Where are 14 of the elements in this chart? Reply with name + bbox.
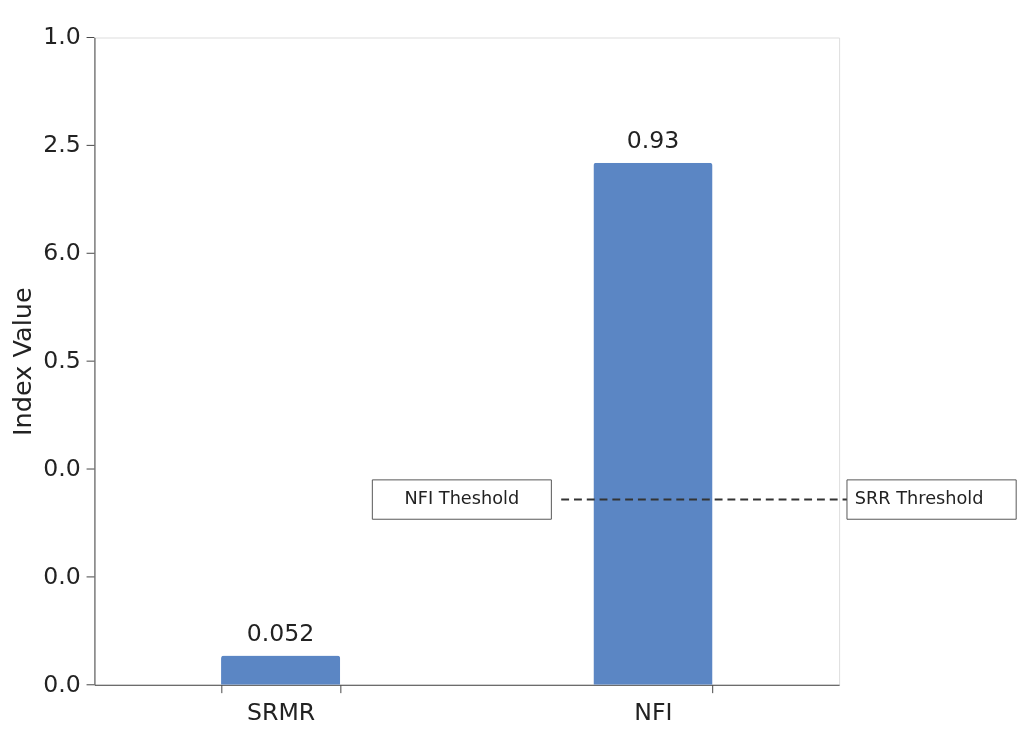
x-tick-label: SRMR bbox=[247, 697, 316, 726]
data-label: 0.93 bbox=[626, 126, 680, 155]
text: 0.5 bbox=[43, 346, 81, 375]
text: 6.0 bbox=[43, 238, 81, 267]
data-label: 0.052 bbox=[246, 618, 315, 647]
text: SRR Threshold bbox=[854, 488, 984, 509]
ref-line-label: NFI Theshold bbox=[404, 488, 520, 509]
text: 0.0 bbox=[43, 561, 81, 590]
text: 0.0 bbox=[43, 669, 81, 698]
text: 1.0 bbox=[43, 22, 81, 51]
text: 0.0 bbox=[43, 453, 81, 482]
x-tick-label: NFI bbox=[634, 697, 673, 726]
text: 2.5 bbox=[43, 130, 81, 159]
y-axis-title: Index Value bbox=[6, 287, 37, 436]
